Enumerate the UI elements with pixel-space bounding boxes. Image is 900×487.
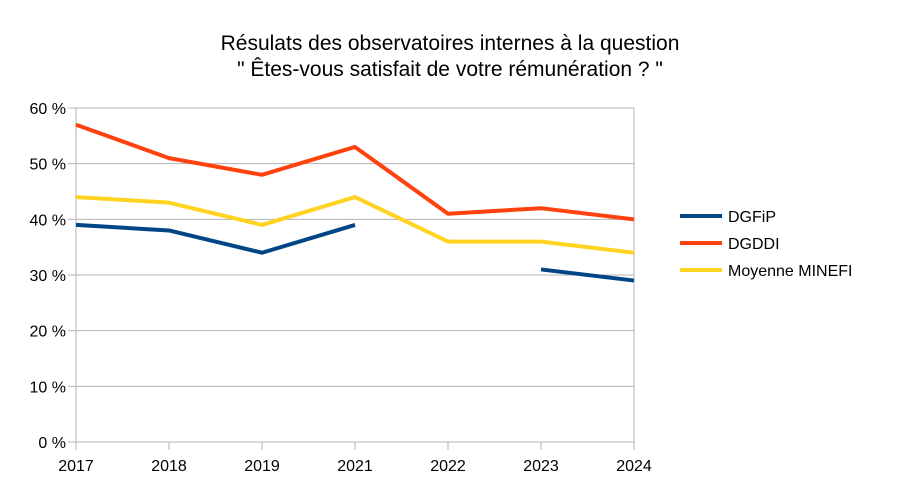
axes [68,107,635,450]
y-tick-label-40: 40 % [30,212,66,229]
series-dgfip [75,222,635,283]
x-tick-labels: 2017 2018 2019 2021 2022 2023 2024 [58,458,652,475]
legend-label-dgfip: DGFiP [728,209,776,226]
x-tick-label-2019: 2019 [244,458,280,475]
chart-title-line-1: Résulats des observatoires internes à la… [221,32,680,55]
legend-item-dgddi: DGDDI [680,236,780,253]
x-tick-label-2017: 2017 [58,458,94,475]
y-tick-label-50: 50 % [30,157,66,174]
series-line-dgfip-2 [540,267,635,283]
gridlines [76,107,634,443]
y-tick-labels: 0 % 10 % 20 % 30 % 40 % 50 % 60 % [30,101,66,452]
y-tick-label-30: 30 % [30,268,66,285]
series-lines [75,122,635,283]
y-tick-label-20: 20 % [30,324,66,341]
legend-label-dgddi: DGDDI [728,236,780,253]
legend-item-moyenne-minefi: Moyenne MINEFI [680,263,852,280]
series-line-dgddi-1 [75,122,635,222]
x-tick-label-2022: 2022 [430,458,466,475]
x-tick-label-2024: 2024 [616,458,652,475]
legend: DGFiP DGDDI Moyenne MINEFI [680,209,852,280]
y-tick-label-10: 10 % [30,379,66,396]
x-tick-label-2021: 2021 [337,458,373,475]
legend-item-dgfip: DGFiP [680,209,776,226]
legend-label-moyenne-minefi: Moyenne MINEFI [728,263,852,280]
series-dgddi [75,122,635,222]
chart-title-line-2: " Êtes-vous satisfait de votre rémunérat… [237,58,663,81]
series-line-moyenne-minefi-1 [75,195,635,255]
x-tick-label-2023: 2023 [523,458,559,475]
y-tick-label-0: 0 % [38,435,66,452]
chart-title: Résulats des observatoires internes à la… [221,32,680,81]
x-tick-label-2018: 2018 [151,458,187,475]
series-line-dgfip-1 [75,222,356,255]
series-moyenne-minefi [75,195,635,255]
y-tick-label-60: 60 % [30,101,66,118]
